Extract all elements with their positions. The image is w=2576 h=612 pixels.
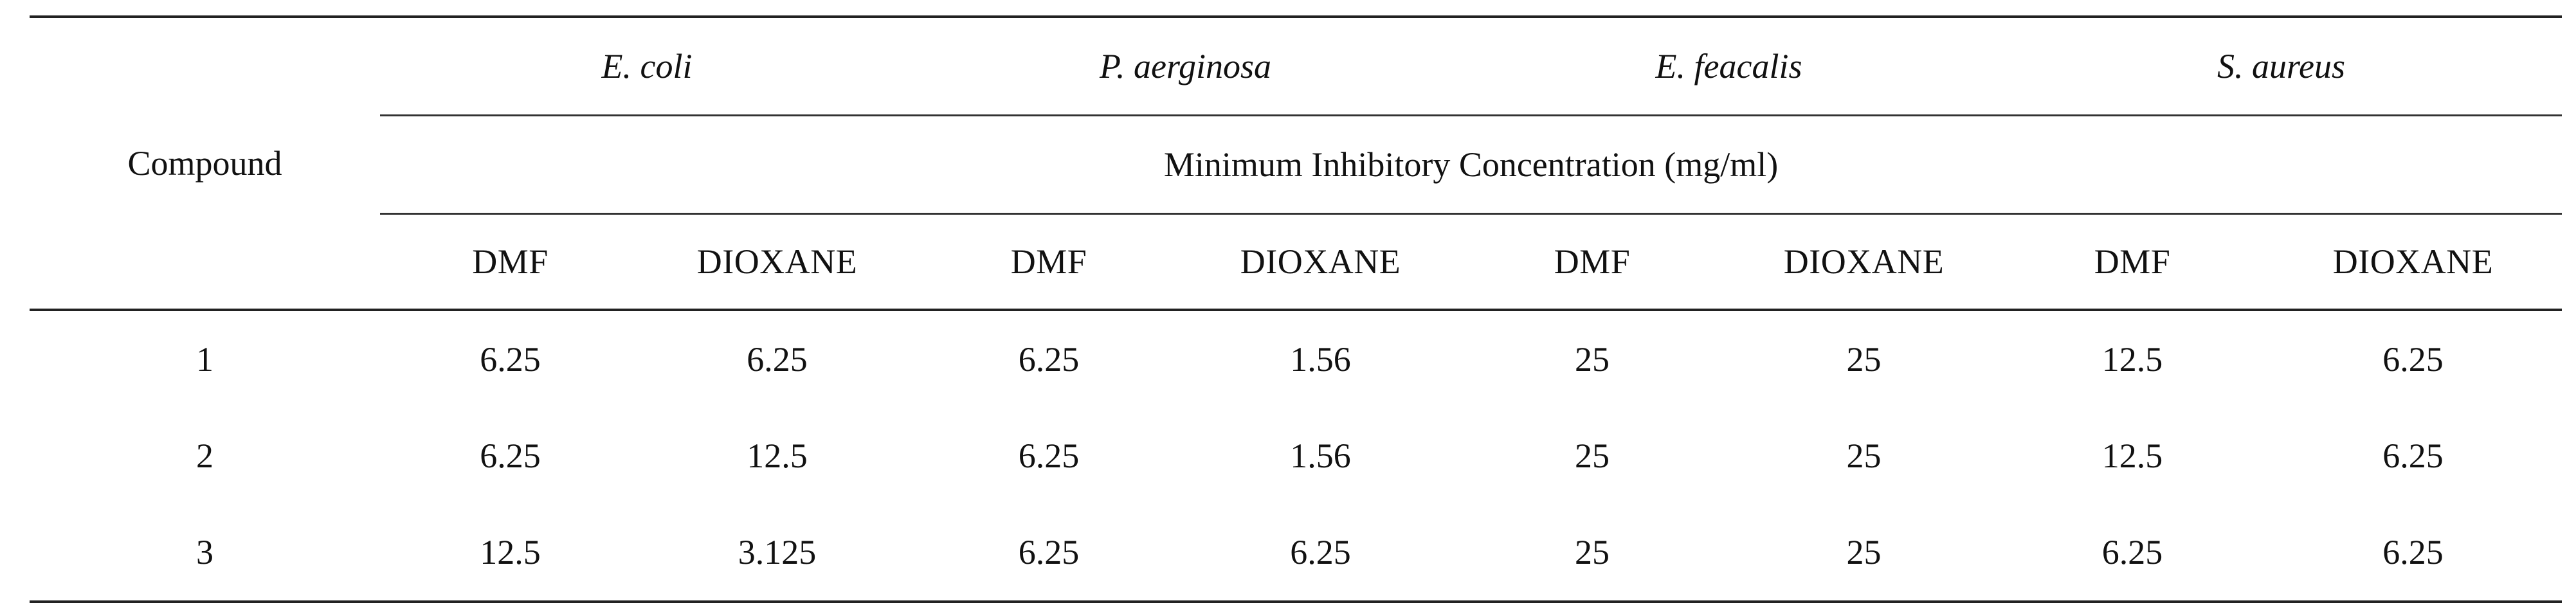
table-cell: 6.25 (1018, 437, 1080, 475)
table-cell: 6.25 (747, 340, 808, 379)
table-cell: 6.25 (2264, 504, 2562, 603)
table-cell: 6.25 (914, 504, 1184, 603)
table-cell: 12.5 (380, 504, 640, 603)
table-row: 3 12.5 3.125 6.25 6.25 25 25 6.25 6.25 (30, 504, 2562, 603)
table-cell: 6.25 (1184, 504, 1457, 603)
table-cell: 12.5 (2101, 437, 2163, 475)
compound-id: 3 (30, 504, 380, 603)
table-row: 1 6.25 6.25 6.25 1.56 25 25 12.5 6.25 (30, 310, 2562, 408)
solvent-header-s-aureus-dmf: DMF (2000, 213, 2265, 311)
organism-header-e-coli: E. coli (380, 15, 914, 116)
organism-header-s-aureus: S. aureus (2000, 15, 2562, 116)
table-cell: 6.25 (480, 340, 541, 379)
table-cell: 12.5 (2101, 340, 2163, 379)
table-cell: 6.25 (2382, 340, 2444, 379)
organism-header-row: Compound E. coli P. aerginosa E. feacali… (30, 15, 2562, 310)
table-cell: 1.56 (1290, 437, 1351, 475)
solvent-header-e-coli-dmf: DMF (380, 213, 640, 311)
compound-id: 1 (196, 340, 213, 379)
solvent-header-e-coli-dioxane: DIOXANE (640, 213, 914, 311)
organism-header-p-aerginosa: P. aerginosa (914, 15, 1457, 116)
table-cell: 6.25 (2000, 504, 2265, 603)
solvent-header-row: DMF DIOXANE DMF DIOXANE DMF DIOXANE DMF … (30, 213, 2562, 311)
table-cell: 3.125 (640, 504, 914, 603)
table-cell: 6.25 (2382, 437, 2444, 475)
table-cell: 25 (1457, 504, 1727, 603)
compound-id: 2 (196, 437, 213, 475)
table-cell: 6.25 (1018, 340, 1080, 379)
mic-table: Compound E. coli P. aerginosa E. feacali… (30, 15, 2562, 603)
table-cell: 1.56 (1290, 340, 1351, 379)
table-cell: 12.5 (747, 437, 808, 475)
table-cell: 25 (1846, 437, 1882, 475)
table-row: 2 6.25 12.5 6.25 1.56 25 25 12.5 6.25 (30, 408, 2562, 504)
measure-header-row: Minimum Inhibitory Concentration (mg/ml) (30, 114, 2562, 214)
solvent-header-p-aerginosa-dmf: DMF (914, 213, 1184, 311)
solvent-header-e-feacalis-dioxane: DIOXANE (1727, 213, 2001, 311)
table-cell: 25 (1575, 340, 1610, 379)
organism-header-e-feacalis: E. feacalis (1457, 15, 2001, 116)
solvent-header-p-aerginosa-dioxane: DIOXANE (1184, 213, 1457, 311)
table-cell: 25 (1575, 437, 1610, 475)
compound-column-header: Compound (30, 15, 380, 310)
measure-header: Minimum Inhibitory Concentration (mg/ml) (380, 114, 2562, 214)
table-cell: 25 (1727, 504, 2001, 603)
solvent-header-s-aureus-dioxane: DIOXANE (2264, 213, 2562, 311)
table-cell: 25 (1846, 340, 1882, 379)
table-cell: 6.25 (480, 437, 541, 475)
solvent-header-e-feacalis-dmf: DMF (1457, 213, 1727, 311)
